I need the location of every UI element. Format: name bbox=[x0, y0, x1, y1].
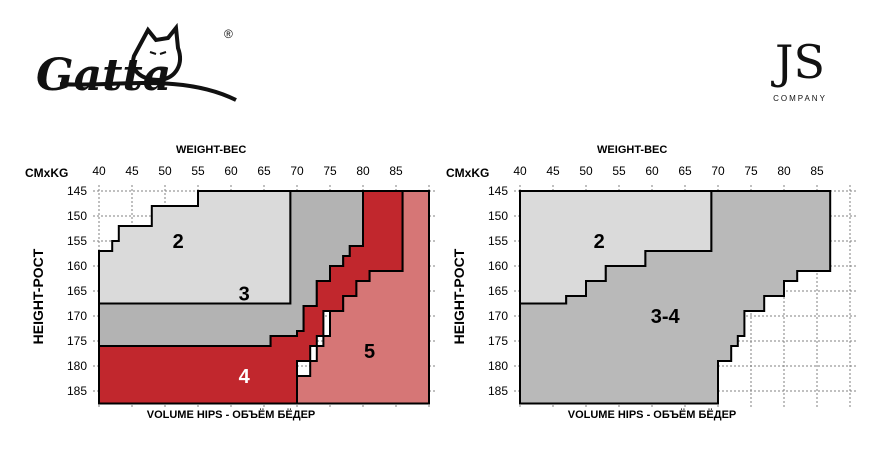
js-company-logo: JS COMPANY bbox=[771, 35, 827, 103]
y-tick-label: 165 bbox=[488, 284, 508, 298]
x-tick-label: 40 bbox=[513, 164, 527, 178]
x-tick-label: 60 bbox=[645, 164, 659, 178]
x-tick-label: 65 bbox=[257, 164, 271, 178]
y-tick-label: 155 bbox=[488, 234, 508, 248]
size-label: 2 bbox=[173, 231, 184, 253]
y-tick-label: 150 bbox=[488, 209, 508, 223]
x-axis-label: VOLUME HIPS - ОБЪЁМ БЁДЕР bbox=[568, 408, 737, 421]
size-label: 2 bbox=[594, 231, 605, 253]
size-label: 5 bbox=[364, 341, 375, 363]
size-region-2 bbox=[98, 190, 292, 305]
x-tick-label: 50 bbox=[158, 164, 172, 178]
y-tick-label: 185 bbox=[488, 384, 508, 398]
y-tick-label: 145 bbox=[67, 184, 87, 198]
corner-label: CMxKG bbox=[25, 166, 68, 180]
corner-label: CMxKG bbox=[446, 166, 489, 180]
x-tick-label: 45 bbox=[125, 164, 139, 178]
gatta-wordmark: Gatta bbox=[36, 50, 171, 101]
x-tick-label: 60 bbox=[224, 164, 238, 178]
size-region-3-4 bbox=[519, 190, 832, 405]
x-axis-label: VOLUME HIPS - ОБЪЁМ БЁДЕР bbox=[147, 408, 316, 421]
size-label: 3 bbox=[239, 284, 250, 306]
x-tick-label: 75 bbox=[323, 164, 337, 178]
y-axis-label: HEIGHT-POCT bbox=[451, 248, 467, 344]
size-label: 4 bbox=[239, 366, 251, 388]
x-tick-label: 40 bbox=[92, 164, 106, 178]
logos-bar: Gatta ® JS COMPANY bbox=[36, 22, 827, 103]
cat-icon bbox=[131, 22, 182, 83]
size-label: 3-4 bbox=[651, 306, 681, 328]
registered-mark: ® bbox=[224, 27, 233, 41]
y-tick-label: 185 bbox=[67, 384, 87, 398]
y-tick-label: 165 bbox=[67, 284, 87, 298]
y-tick-label: 145 bbox=[488, 184, 508, 198]
y-tick-label: 175 bbox=[488, 334, 508, 348]
x-tick-label: 80 bbox=[356, 164, 370, 178]
x-tick-label: 55 bbox=[191, 164, 205, 178]
y-tick-label: 150 bbox=[67, 209, 87, 223]
x-tick-label: 70 bbox=[290, 164, 304, 178]
x-tick-label: 50 bbox=[579, 164, 593, 178]
x-tick-label: 45 bbox=[546, 164, 560, 178]
size-region-5 bbox=[296, 190, 430, 405]
x-tick-label: 85 bbox=[810, 164, 824, 178]
x-tick-label: 65 bbox=[678, 164, 692, 178]
gatta-logo: Gatta ® bbox=[36, 22, 237, 102]
size-chart-2: 2 3-4 40 45 50 55 60 65 70 75 80 85 145 150 155 160 165 1… bbox=[446, 144, 857, 421]
y-tick-label: 170 bbox=[488, 309, 508, 323]
y-tick-label: 160 bbox=[67, 259, 87, 273]
x-tick-label: 85 bbox=[389, 164, 403, 178]
js-company-sub: COMPANY bbox=[773, 94, 827, 103]
chart-title: WEIGHT-ВЕС bbox=[597, 144, 667, 156]
x-tick-label: 80 bbox=[777, 164, 791, 178]
x-tick-label: 70 bbox=[711, 164, 725, 178]
y-tick-label: 180 bbox=[488, 359, 508, 373]
y-axis-label: HEIGHT-POCT bbox=[30, 248, 46, 344]
y-tick-label: 155 bbox=[67, 234, 87, 248]
y-tick-label: 160 bbox=[488, 259, 508, 273]
js-wordmark: JS bbox=[771, 35, 825, 89]
y-tick-label: 180 bbox=[67, 359, 87, 373]
x-tick-label: 55 bbox=[612, 164, 626, 178]
y-tick-label: 175 bbox=[67, 334, 87, 348]
x-tick-label: 75 bbox=[744, 164, 758, 178]
chart-title: WEIGHT-ВЕС bbox=[176, 144, 246, 156]
y-tick-label: 170 bbox=[67, 309, 87, 323]
